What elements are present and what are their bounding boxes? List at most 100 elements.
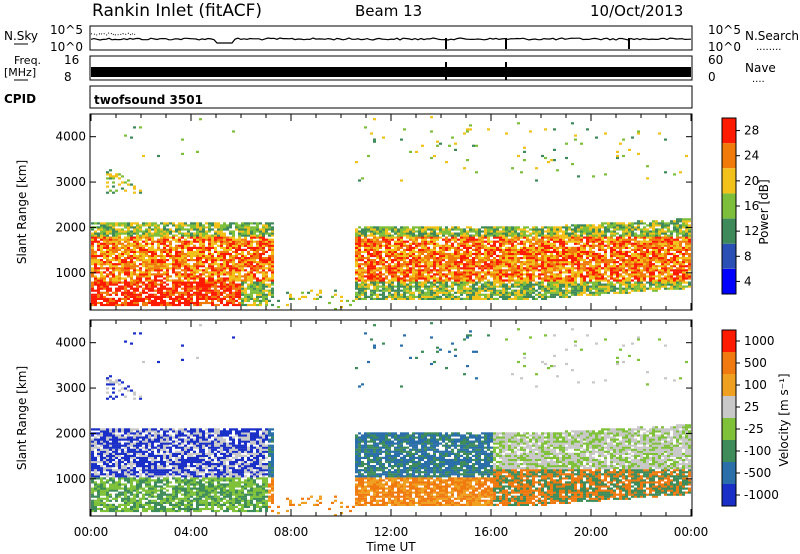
heat-cell bbox=[379, 293, 382, 296]
heat-cell bbox=[157, 232, 160, 235]
heat-cell bbox=[148, 285, 151, 288]
heat-cell bbox=[253, 283, 256, 286]
heat-cell bbox=[592, 277, 595, 280]
heat-cell bbox=[262, 226, 265, 229]
heat-cell bbox=[625, 277, 628, 280]
heat-cell bbox=[190, 281, 193, 284]
heat-cell bbox=[175, 303, 178, 307]
heat-cell bbox=[256, 224, 259, 227]
heat-cell bbox=[622, 242, 625, 245]
heat-cell bbox=[442, 244, 445, 247]
heat-cell bbox=[415, 234, 418, 237]
heat-cell bbox=[589, 277, 592, 280]
heat-cell bbox=[211, 299, 214, 302]
heat-cell bbox=[253, 269, 256, 272]
heat-cell bbox=[391, 281, 394, 284]
heat-cell bbox=[475, 250, 478, 253]
heat-cell bbox=[454, 226, 457, 229]
heat-cell bbox=[556, 289, 559, 292]
heat-cell bbox=[487, 230, 490, 233]
heat-cell bbox=[244, 244, 247, 247]
heat-cell bbox=[418, 277, 421, 280]
heat-cell bbox=[616, 244, 619, 247]
heat-cell bbox=[118, 254, 121, 258]
heat-cell bbox=[448, 254, 451, 258]
heat-cell bbox=[319, 295, 322, 298]
heat-cell bbox=[490, 283, 493, 286]
heat-cell bbox=[424, 279, 427, 282]
heat-cell bbox=[565, 287, 568, 290]
heat-cell bbox=[193, 265, 196, 268]
heat-cell bbox=[547, 246, 550, 249]
heat-cell bbox=[457, 265, 460, 268]
heat-cell bbox=[121, 246, 124, 249]
heat-cell bbox=[193, 291, 196, 294]
heat-cell bbox=[391, 261, 394, 264]
heat-cell bbox=[205, 275, 208, 278]
heat-cell bbox=[499, 226, 502, 229]
heat-cell bbox=[430, 238, 433, 241]
heat-cell bbox=[100, 254, 103, 258]
heat-cell bbox=[502, 289, 505, 292]
heat-cell bbox=[490, 252, 493, 256]
heat-cell bbox=[571, 277, 574, 280]
heat-cell bbox=[457, 297, 460, 300]
heat-cell bbox=[466, 242, 469, 245]
heat-cell bbox=[406, 228, 409, 231]
heat-cell bbox=[157, 283, 160, 286]
heat-cell bbox=[223, 273, 226, 276]
heat-cell bbox=[133, 244, 136, 247]
heat-cell bbox=[217, 254, 220, 258]
heat-cell bbox=[154, 230, 157, 233]
heat-cell bbox=[100, 277, 103, 280]
heat-cell bbox=[520, 279, 523, 282]
heat-cell bbox=[226, 224, 229, 227]
heat-cell bbox=[580, 226, 583, 229]
heat-cell bbox=[490, 240, 493, 243]
heat-cell bbox=[589, 275, 592, 278]
heat-cell bbox=[457, 285, 460, 288]
heat-cell bbox=[370, 261, 373, 264]
heat-cell bbox=[493, 232, 496, 235]
heat-cell bbox=[592, 265, 595, 268]
heat-cell bbox=[238, 263, 241, 266]
heat-cell bbox=[109, 250, 112, 253]
heat-cell bbox=[166, 259, 169, 262]
heat-cell bbox=[511, 275, 514, 278]
heat-cell bbox=[595, 281, 598, 284]
heat-cell bbox=[127, 301, 130, 305]
heat-cell bbox=[406, 257, 409, 260]
heat-cell bbox=[625, 250, 628, 253]
heat-cell bbox=[115, 232, 118, 235]
heat-cell bbox=[133, 281, 136, 284]
heat-cell bbox=[577, 250, 580, 253]
heat-cell bbox=[559, 285, 562, 288]
heat-cell bbox=[100, 267, 103, 270]
heat-cell bbox=[511, 240, 514, 243]
heat-cell bbox=[160, 265, 163, 268]
heat-cell bbox=[181, 252, 184, 256]
heat-cell bbox=[592, 236, 595, 239]
heat-cell bbox=[199, 261, 202, 264]
heat-cell bbox=[502, 265, 505, 268]
heat-cell bbox=[424, 230, 427, 233]
heat-cell bbox=[433, 265, 436, 268]
heat-cell bbox=[535, 230, 538, 233]
heat-cell bbox=[568, 283, 571, 286]
heat-cell bbox=[106, 281, 109, 284]
heat-cell bbox=[268, 267, 271, 270]
heat-cell bbox=[181, 242, 184, 245]
heat-cell bbox=[544, 259, 547, 262]
heat-cell bbox=[544, 291, 547, 294]
heat-cell bbox=[367, 285, 370, 288]
heat-cell bbox=[454, 248, 457, 251]
heat-cell bbox=[244, 224, 247, 227]
heat-cell bbox=[604, 289, 607, 292]
heat-cell bbox=[409, 283, 412, 286]
heat-cell bbox=[421, 259, 424, 262]
heat-cell bbox=[187, 291, 190, 294]
heat-cell bbox=[217, 303, 220, 307]
heat-cell bbox=[568, 250, 571, 253]
heat-cell bbox=[151, 303, 154, 307]
heat-cell bbox=[520, 283, 523, 286]
